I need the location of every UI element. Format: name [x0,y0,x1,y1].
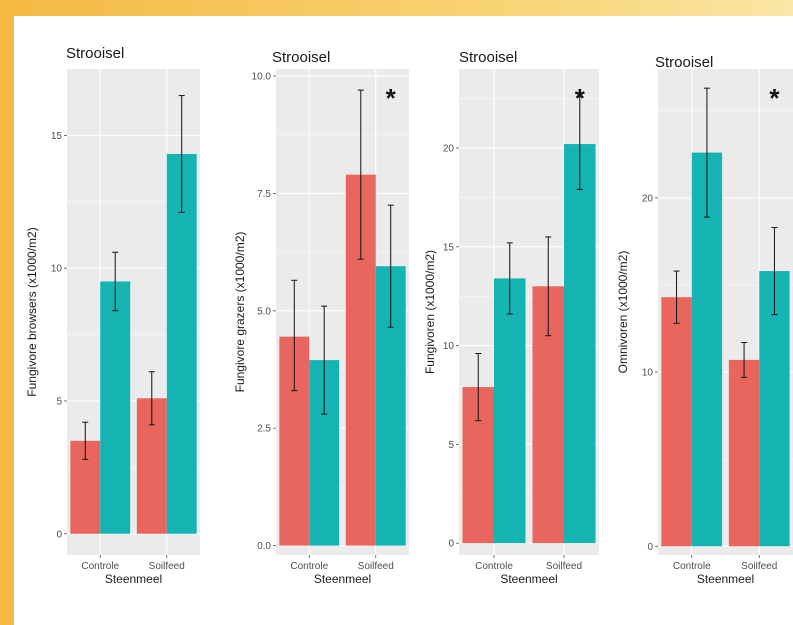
significance-star: * [575,83,586,113]
x-category-label: Soilfeed [741,561,777,572]
y-tick-label: 20 [642,193,654,204]
chart-panel-3: 0 5 10 15 20 Controle Soilfeed * Strooisel Steenm… [423,49,599,586]
chart-panel-2: 0.0 2.5 5.0 7.5 10.0 Controle Soilfeed * Stroois… [233,49,409,586]
chart-panel-1: 0 5 10 15 Controle Soilfeed Strooisel Steenmeel… [25,45,200,586]
bar-soilfeed-1 [728,359,760,547]
y-tick-label: 10.0 [252,72,272,83]
bar-controle-2 [691,152,723,547]
y-tick-label: 10 [642,368,654,379]
bar-soilfeed-2 [166,153,197,534]
y-tick-label: 20 [443,144,455,155]
chart-title: Strooisel [66,45,124,62]
y-axis-title: Omnivoren (x1000/m2) [616,251,630,374]
y-tick-label: 15 [443,242,455,253]
bar-controle-2 [494,278,526,544]
x-axis-title: Steenmeel [314,572,371,586]
bar-controle-1 [661,297,692,547]
chart-title: Strooisel [272,49,330,66]
x-category-label: Controle [290,561,328,572]
y-axis-title: Fungivore grazers (x1000/m2) [233,232,247,393]
chart-title: Strooisel [655,54,713,71]
y-tick-label: 0 [56,529,62,540]
y-axis-title: Fungivore browsers (x1000/m2) [25,227,39,396]
y-tick-label: 15 [51,131,63,142]
y-tick-label: 5 [56,396,62,407]
y-tick-label: 2.5 [257,424,271,435]
x-category-label: Soilfeed [546,561,582,572]
x-axis-title: Steenmeel [500,572,557,586]
bar-soilfeed-2 [564,144,596,544]
y-axis-title: Fungivoren (x1000/m2) [423,250,437,374]
y-tick-label: 7.5 [257,189,271,200]
x-category-label: Controle [475,561,513,572]
y-tick-label: 0 [448,539,454,550]
bar-controle-2 [100,281,131,534]
y-tick-label: 10 [51,264,63,275]
x-category-label: Soilfeed [358,561,394,572]
x-category-label: Controle [81,561,119,572]
x-axis-title: Steenmeel [105,572,162,586]
y-tick-label: 0.0 [257,541,271,552]
chart-title: Strooisel [459,49,517,66]
y-tick-label: 5.0 [257,306,271,317]
x-axis-title: Steenmeel [697,572,754,586]
x-category-label: Controle [673,561,711,572]
y-tick-label: 10 [443,341,455,352]
y-tick-label: 0 [647,542,653,553]
significance-star: * [386,83,397,113]
y-tick-label: 5 [448,440,454,451]
bar-soilfeed-2 [759,271,790,547]
chart-panel-4: 0 10 20 Controle Soilfeed * Strooisel Steenmeel… [616,54,793,586]
significance-star: * [769,83,780,113]
x-category-label: Soilfeed [149,561,185,572]
